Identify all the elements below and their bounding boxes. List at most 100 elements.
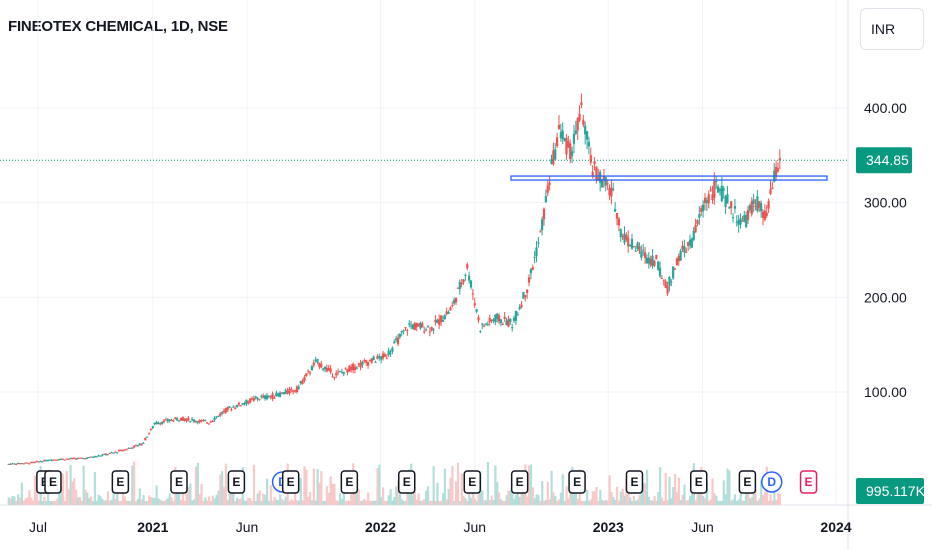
volume-bar: [486, 461, 490, 505]
volume-bar: [423, 499, 426, 505]
volume-bar: [707, 500, 710, 505]
earnings-marker[interactable]: [625, 470, 644, 494]
earnings-marker[interactable]: [799, 470, 818, 494]
dividend-marker[interactable]: [760, 471, 783, 493]
candle-body: [147, 433, 151, 435]
volume-bar: [198, 494, 201, 505]
earnings-marker[interactable]: [397, 470, 416, 494]
time-axis[interactable]: Jul 2021 Jun 2022 Jun 2023 Jun 2024: [29, 519, 852, 535]
earnings-marker[interactable]: [689, 470, 708, 494]
candle-body: [402, 330, 405, 332]
volume-bar: [144, 500, 147, 505]
volume-bar: [563, 500, 566, 505]
candle-body: [325, 368, 328, 372]
volume-bar: [591, 491, 594, 505]
earnings-marker[interactable]: [170, 470, 188, 494]
volume-bar: [243, 500, 246, 505]
volume-bar: [546, 481, 549, 505]
earnings-marker[interactable]: [44, 470, 62, 494]
candle-body: [720, 185, 723, 201]
volume-bar: [183, 500, 186, 505]
candle-body: [479, 330, 482, 332]
candle-body: [535, 247, 538, 257]
resistance-level-line[interactable]: [510, 175, 828, 181]
candle-body: [56, 459, 59, 461]
earnings-marker[interactable]: [510, 470, 529, 494]
volume-bar: [514, 494, 518, 505]
volume-bar: [363, 499, 366, 505]
price-tick-label: 300.00: [864, 195, 907, 211]
event-markers[interactable]: EEEEEDEEEEEEEEEDE: [36, 470, 818, 494]
candle-body: [387, 350, 390, 356]
candle-body: [557, 124, 561, 130]
volume-bar: [91, 500, 95, 505]
earnings-marker[interactable]: [111, 470, 130, 494]
candle-body: [619, 229, 622, 238]
volume-bar: [84, 489, 87, 505]
volume-bar: [732, 499, 735, 505]
candle-body: [153, 422, 156, 425]
volume-bar: [26, 497, 29, 505]
candle-body: [162, 420, 166, 422]
volume-bar: [95, 500, 98, 505]
volume-bar: [453, 500, 456, 505]
volume-bar: [711, 478, 714, 505]
volume-bar: [657, 491, 660, 505]
earnings-marker[interactable]: [738, 470, 757, 494]
candle-body: [82, 458, 85, 460]
candle-body: [254, 396, 257, 398]
earnings-marker[interactable]: [281, 470, 300, 494]
candle-body: [645, 257, 649, 264]
candle-body: [750, 201, 753, 215]
volume-bar: [651, 500, 654, 505]
volume-bar: [88, 498, 91, 505]
candle-body: [288, 388, 291, 394]
volume-bar: [288, 500, 291, 505]
earnings-marker[interactable]: [340, 470, 359, 494]
volume-bar: [211, 495, 214, 505]
candle-body: [59, 458, 63, 460]
volume-bar: [557, 499, 561, 505]
earnings-marker[interactable]: [227, 470, 246, 494]
price-axis[interactable]: 400.00 300.00 200.00 100.00: [864, 100, 907, 400]
volume-bar: [80, 500, 83, 505]
volume-bar: [58, 483, 61, 505]
candle-body: [46, 460, 50, 462]
volume-bar: [247, 497, 250, 505]
candle-body: [170, 419, 173, 421]
volume-bar: [769, 494, 772, 505]
candle-body: [312, 362, 315, 366]
candle-body: [509, 318, 512, 322]
volume-bar: [632, 496, 636, 505]
earnings-marker-letter: E: [403, 475, 411, 489]
volume-bar: [374, 500, 377, 505]
earnings-marker[interactable]: [463, 470, 482, 494]
candle-body: [722, 188, 725, 191]
horizontal-levels[interactable]: [0, 159, 848, 181]
volume-bar: [226, 500, 229, 505]
earnings-marker[interactable]: [568, 470, 586, 494]
candle-body: [292, 390, 295, 392]
candle-body: [140, 443, 143, 446]
candle-body: [69, 458, 72, 460]
candle-body: [365, 360, 368, 363]
candle-body: [366, 362, 370, 366]
volume-bar: [696, 487, 699, 505]
volume-bar: [99, 496, 102, 505]
candle-body: [705, 200, 708, 203]
candle-body: [209, 421, 212, 423]
candle-body: [338, 371, 342, 373]
volume-bar: [325, 485, 329, 505]
candle-body: [146, 436, 149, 438]
volume-bar: [430, 500, 433, 505]
candle-body: [739, 218, 742, 225]
currency-selector[interactable]: INR: [860, 8, 924, 50]
volume-bar: [604, 500, 607, 505]
candle-body: [307, 370, 310, 372]
candle-body: [647, 257, 650, 264]
candle-body: [595, 166, 598, 181]
volume-bar: [475, 500, 478, 505]
candle-body: [290, 388, 293, 390]
candle-body: [486, 324, 489, 326]
